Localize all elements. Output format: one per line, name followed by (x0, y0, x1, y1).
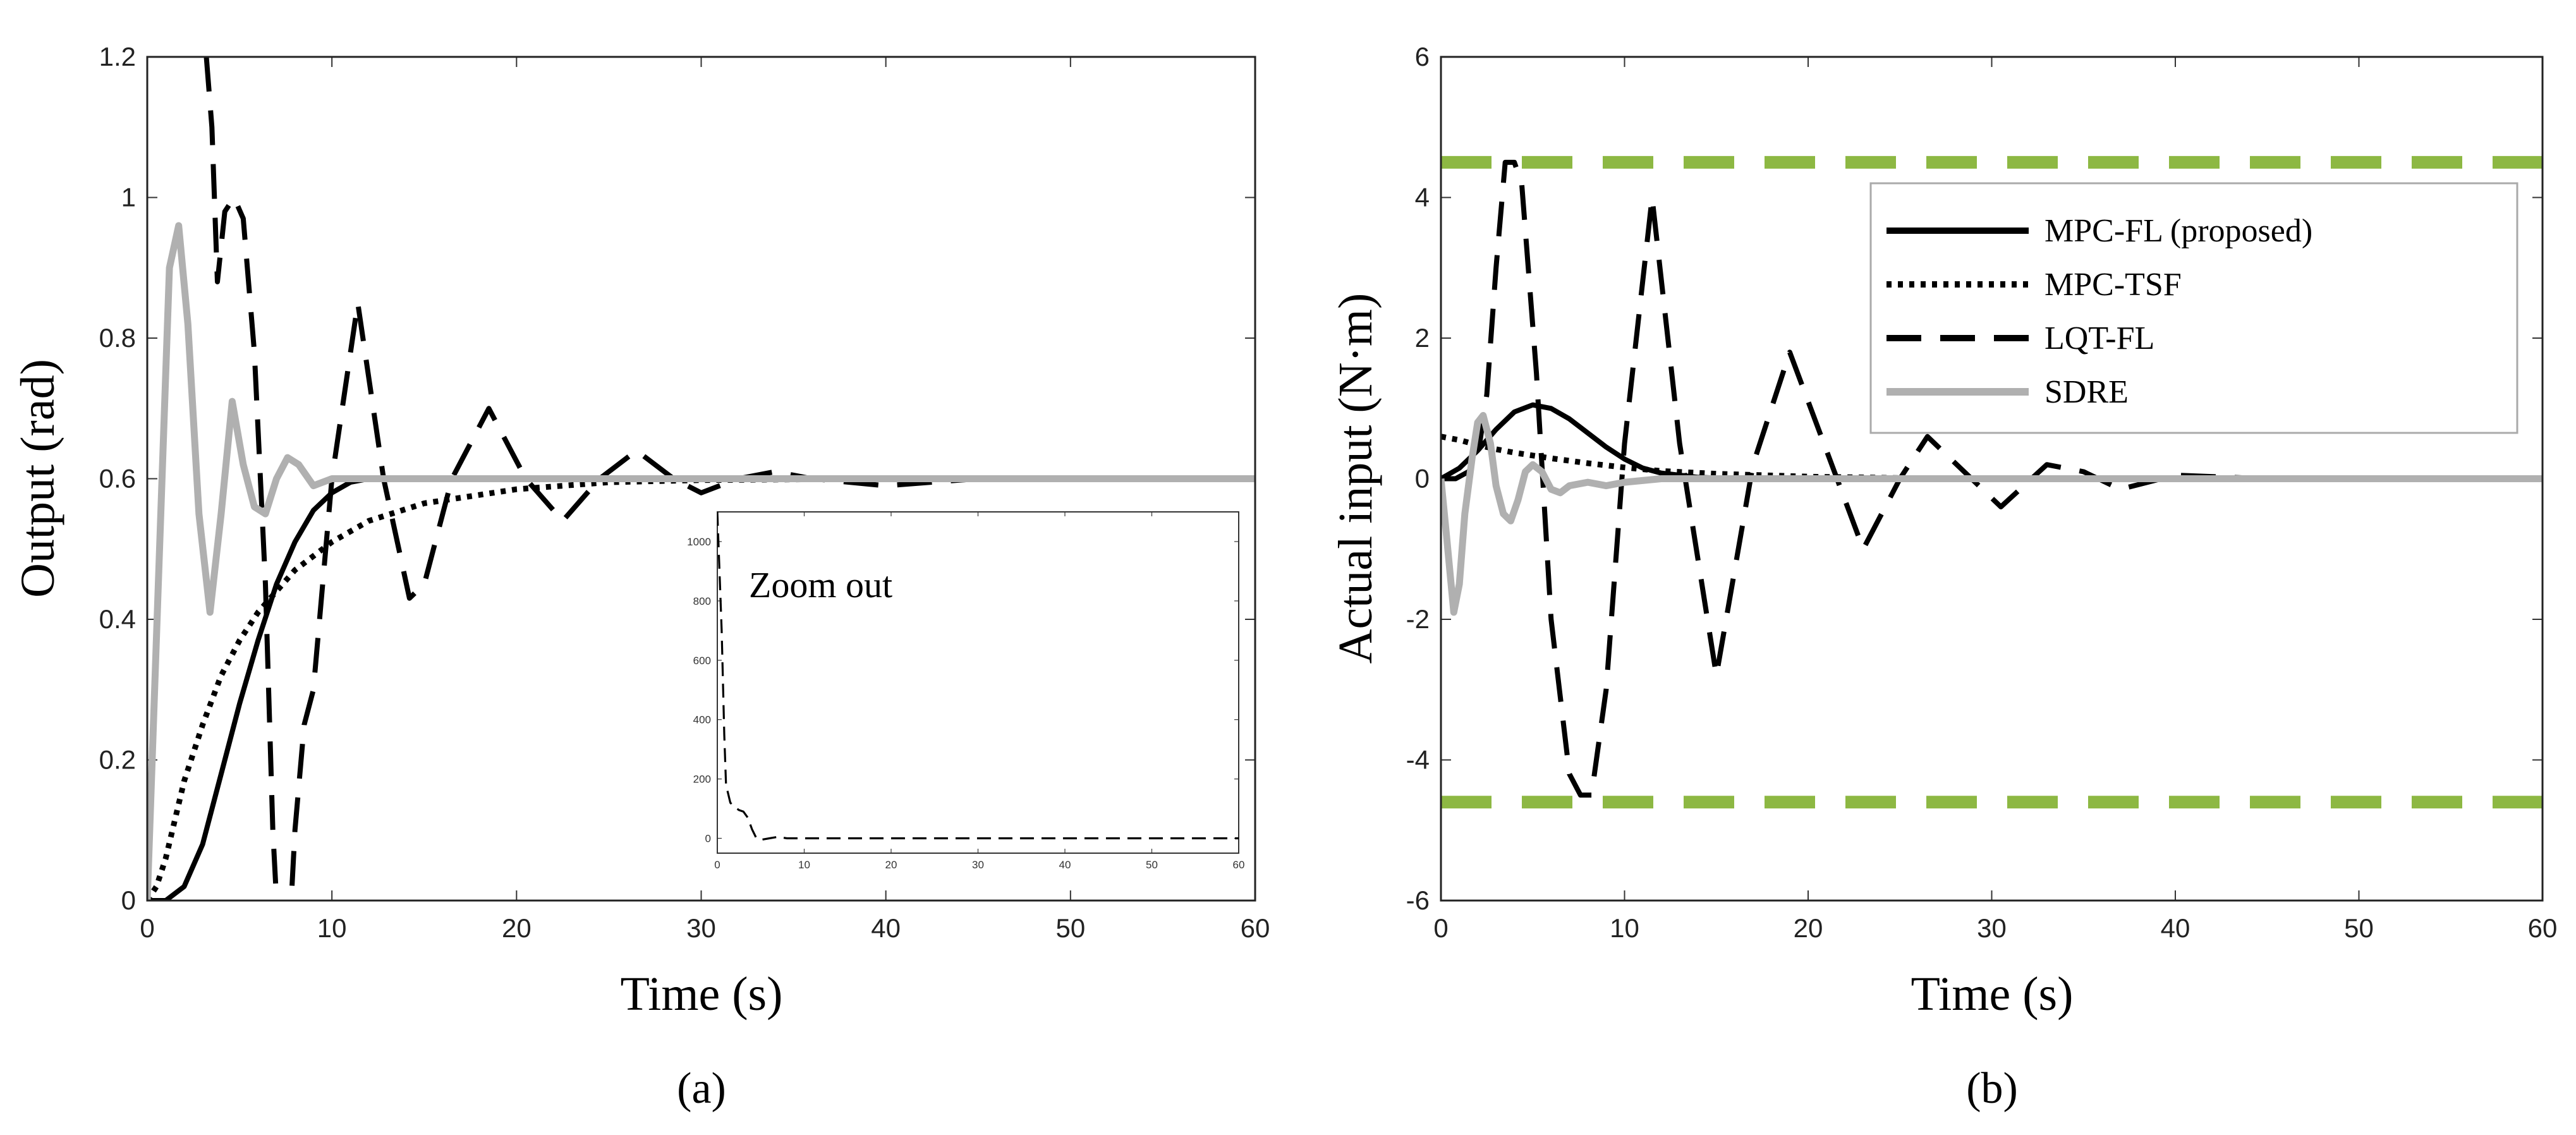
panel-a-ytick-label-5: 1 (121, 183, 136, 212)
panel-b-series (1441, 159, 2543, 798)
inset-ytick-label-4: 800 (693, 595, 711, 607)
inset-xtick-label-0: 0 (714, 859, 720, 871)
panel-b-series-mpc-tsf (1441, 434, 2543, 482)
panel-a-ytick-label-2: 0.4 (99, 604, 136, 634)
legend: MPC-FL (proposed) MPC-TSF LQT-FL SDRE (1869, 182, 2518, 434)
inset-xtick-label-4: 40 (1059, 859, 1071, 871)
panel-a-ytick-label-4: 0.8 (99, 323, 136, 353)
panel-b-xtick-label-5: 50 (2344, 913, 2374, 943)
panel-b-xtick-label-2: 20 (1794, 913, 1823, 943)
panel-b-frame (1440, 56, 2544, 902)
panel-a-xtick-label-5: 50 (1055, 913, 1085, 943)
panel-b-label: (b) (1966, 1064, 2018, 1113)
panel-a-ylabel: Output (rad) (11, 359, 64, 598)
inset-xtick-label-1: 10 (798, 859, 810, 871)
panel-b-xtick-label-6: 60 (2528, 913, 2558, 943)
panel-b-ticks: 0 10 20 30 40 50 60 -6 -4 -2 0 2 4 6 (1406, 42, 2558, 943)
panel-a-frame (146, 56, 1256, 902)
panel-b-ytick-label-2: -2 (1406, 604, 1430, 634)
inset-ytick-label-3: 600 (693, 655, 711, 667)
legend-label-sdre: SDRE (2044, 374, 2129, 410)
inset-ytick-label-5: 1000 (687, 536, 711, 548)
panel-a-ytick-label-1: 0.2 (99, 745, 136, 775)
panel-a-xtick-label-6: 60 (1241, 913, 1270, 943)
inset-xtick-label-6: 60 (1233, 859, 1245, 871)
panel-b-ytick-label-3: 0 (1415, 464, 1430, 494)
inset-ytick-label-0: 0 (705, 833, 711, 845)
panel-a-series-mpc-tsf (147, 476, 1255, 901)
inset-xtick-label-2: 20 (885, 859, 897, 871)
panel-b-series-sdre (1441, 411, 2543, 616)
panel-a-xtick-label-1: 10 (317, 913, 347, 943)
panel-a-label: (a) (677, 1064, 726, 1113)
panel-a-ytick-label-6: 1.2 (99, 42, 136, 71)
legend-label-mpc-fl: MPC-FL (proposed) (2044, 213, 2312, 249)
inset-note: Zoom out (749, 564, 892, 605)
inset-ytick-label-1: 200 (693, 774, 711, 786)
panel-a-ytick-label-0: 0 (121, 885, 136, 915)
inset-xtick-label-3: 30 (972, 859, 984, 871)
panel-a-ytick-label-3: 0.6 (99, 464, 136, 494)
panel-b-xtick-label-3: 30 (1977, 913, 2007, 943)
panel-b-ylabel: Actual input (N·m) (1329, 293, 1382, 664)
panel-a-xtick-label-0: 0 (140, 913, 154, 943)
panel-b-xtick-label-4: 40 (2161, 913, 2190, 943)
panel-b-ytick-label-5: 4 (1415, 183, 1430, 212)
panel-b-ytick-label-0: -6 (1406, 885, 1430, 915)
panel-a-xtick-label-4: 40 (871, 913, 901, 943)
panel-b-xtick-label-1: 10 (1610, 913, 1639, 943)
panel-b-ytick-label-6: 6 (1415, 42, 1430, 71)
panel-a-xtick-label-3: 30 (686, 913, 716, 943)
panel-a-series (147, 57, 1255, 901)
panel-b-ytick-label-1: -4 (1406, 745, 1430, 775)
panel-b-ytick-label-4: 2 (1415, 323, 1430, 353)
panel-a-xtick-label-2: 20 (502, 913, 532, 943)
inset-xtick-label-5: 50 (1146, 859, 1158, 871)
legend-label-lqt-fl: LQT-FL (2044, 320, 2154, 356)
panel-a-series-sdre (147, 222, 1255, 901)
panel-b-limits (1441, 155, 2543, 809)
inset-frame (717, 511, 1239, 854)
panel-b-xtick-label-0: 0 (1433, 913, 1448, 943)
panel-b-series-lqt-fl (1441, 159, 2543, 798)
legend-label-mpc-tsf: MPC-TSF (2044, 267, 2182, 303)
inset-ytick-label-2: 400 (693, 714, 711, 726)
panel-a-xlabel: Time (s) (621, 968, 783, 1021)
panel-b-xlabel: Time (s) (1911, 968, 2074, 1021)
panel-b: 0 10 20 30 40 50 60 -6 -4 -2 0 2 4 6 MPC-FL (proposed… (1329, 42, 2557, 1113)
